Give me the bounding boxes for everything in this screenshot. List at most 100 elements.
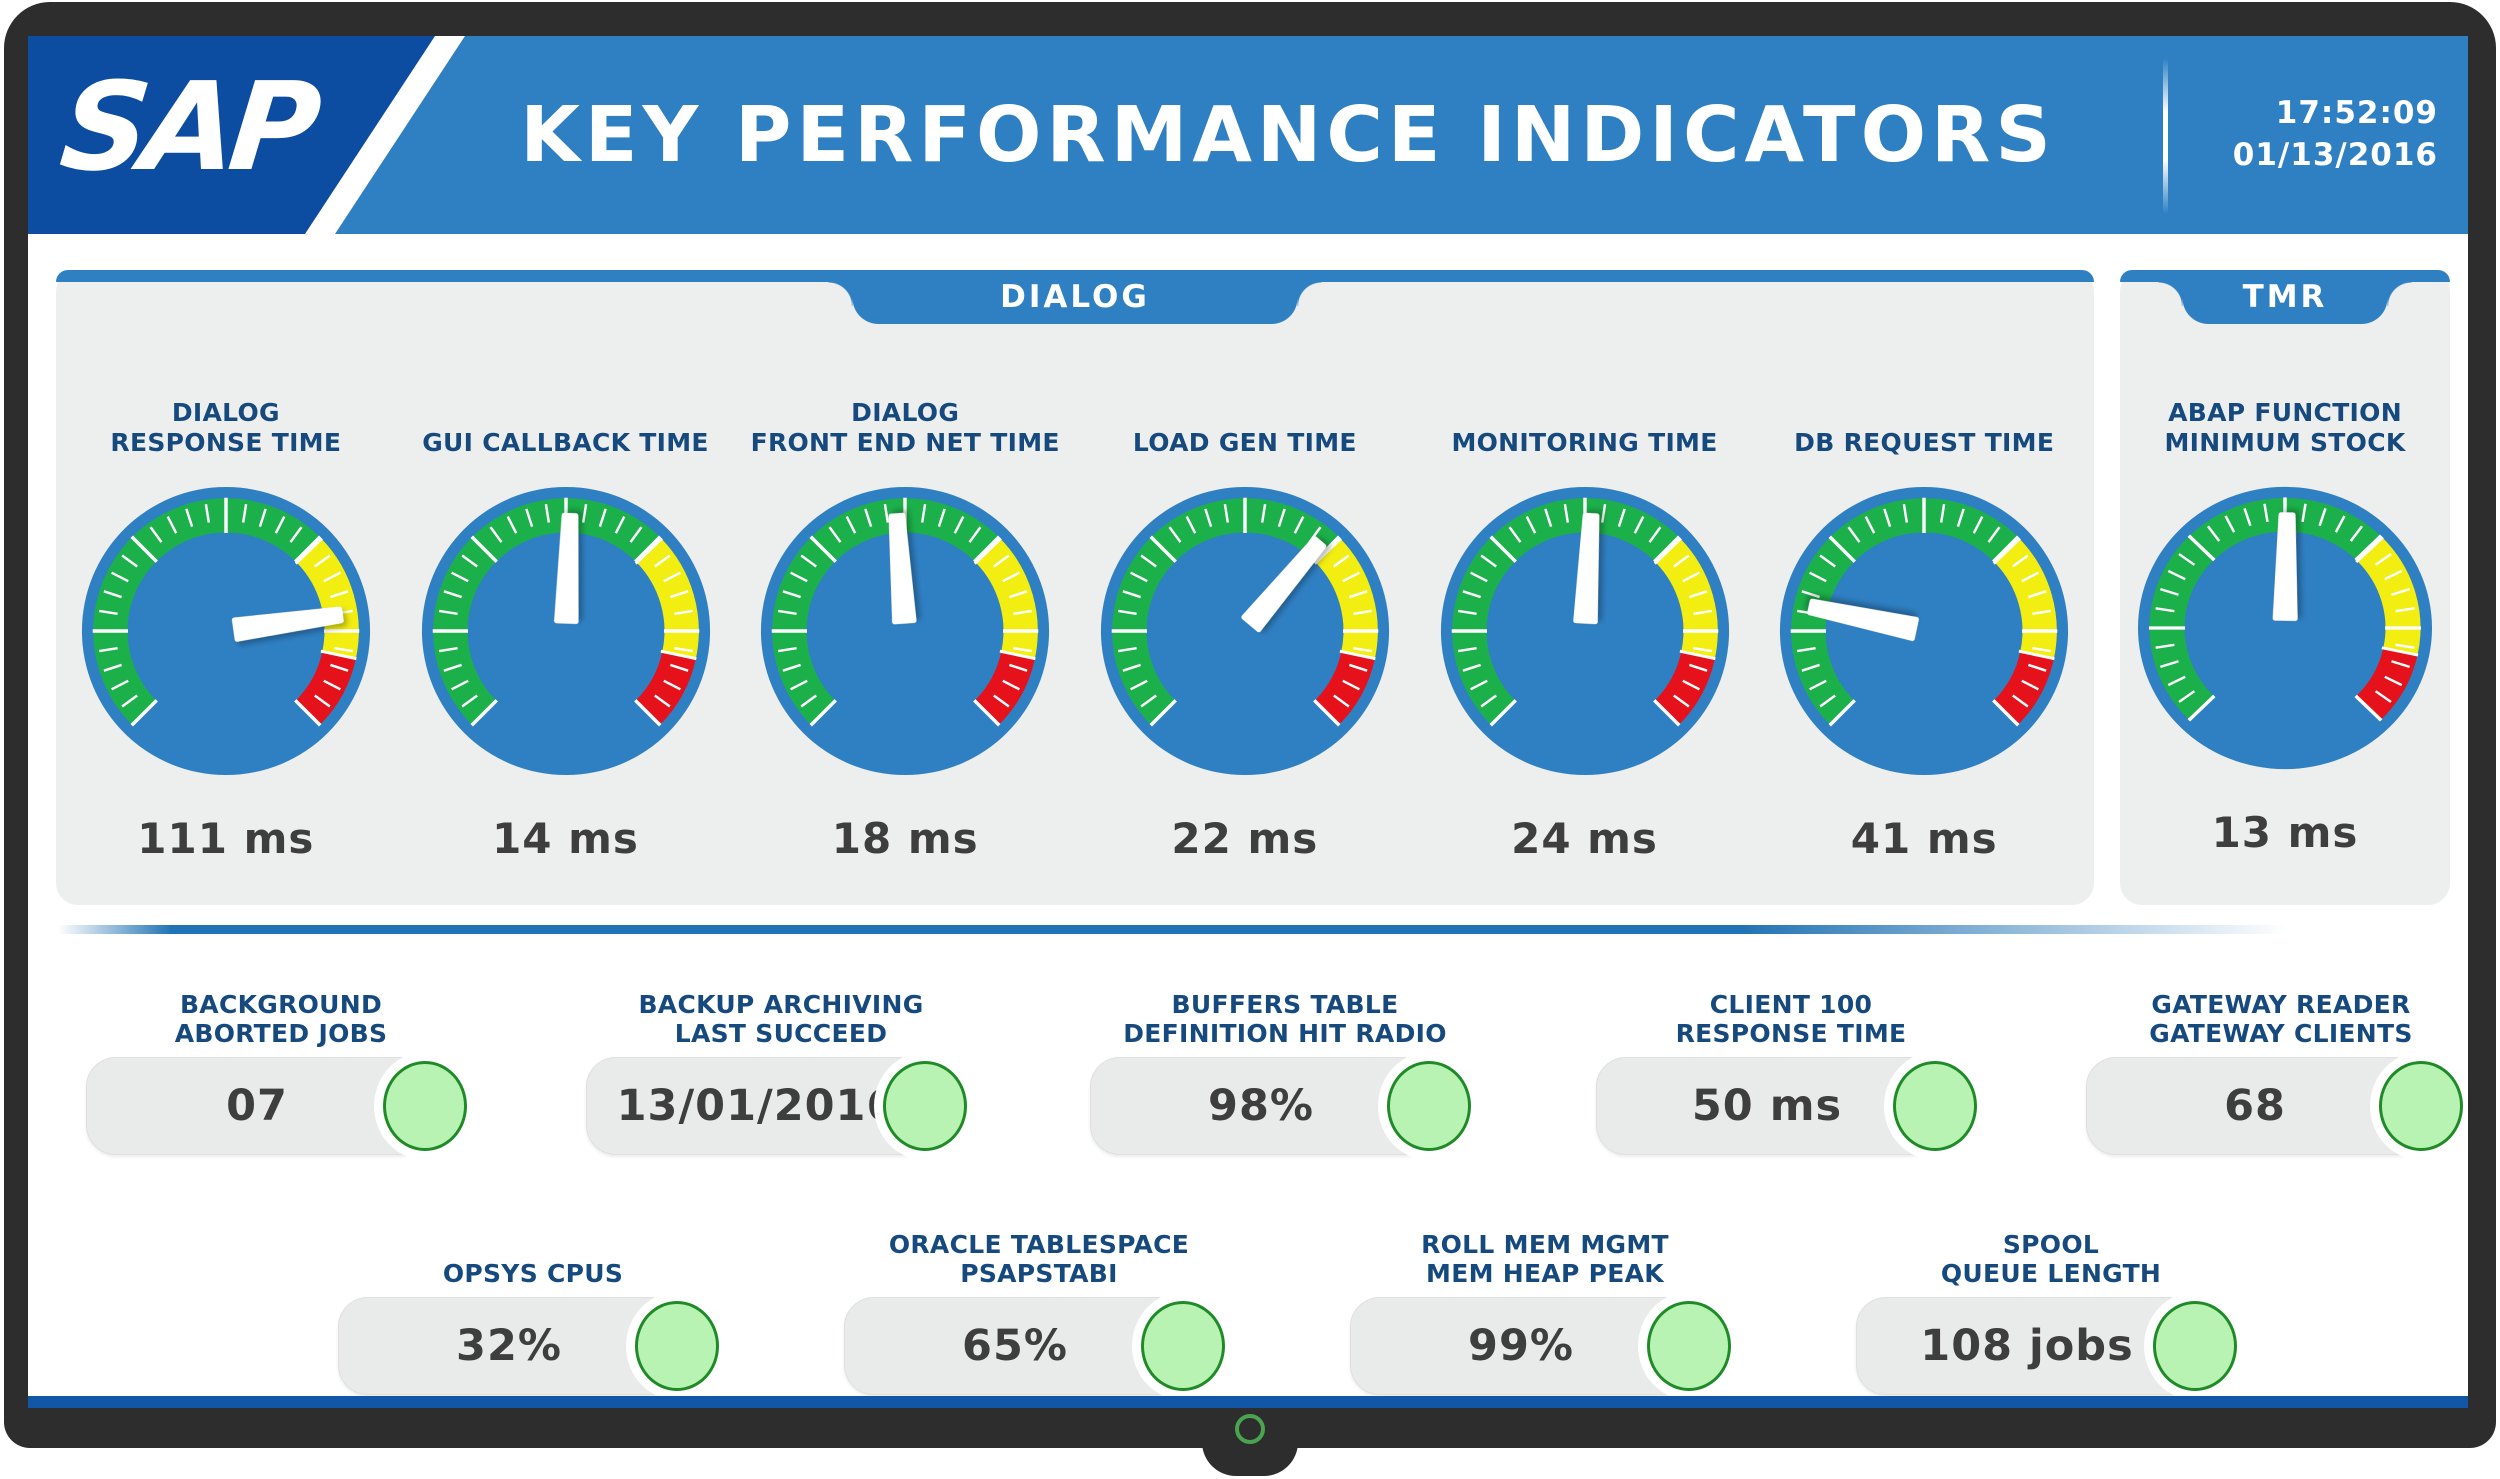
monitor-frame: SAP KEY PERFORMANCE INDICATORS 17:52:09 … — [4, 2, 2496, 1476]
section-divider — [58, 925, 2333, 934]
kpi-value: 13/01/2016 — [616, 1081, 898, 1131]
kpi-tile: GATEWAY READER GATEWAY CLIENTS 68 — [2086, 966, 2468, 1155]
gauge: DIALOG RESPONSE TIME 111 ms — [56, 378, 396, 863]
clock: 17:52:09 01/13/2016 — [2233, 92, 2438, 176]
webcam-icon — [1235, 1414, 1265, 1444]
kpi-pill: 65% — [844, 1297, 1225, 1395]
gauge-label: ABAP FUNCTION MINIMUM STOCK — [2164, 398, 2406, 457]
tmr-gauges-row: ABAP FUNCTION MINIMUM STOCK 13 ms — [2120, 378, 2450, 857]
gauge-value: 41 ms — [1850, 814, 1998, 863]
gauge-dial — [1780, 486, 2069, 776]
gauge-band-yellow — [2356, 537, 2421, 656]
gauge: ABAP FUNCTION MINIMUM STOCK 13 ms — [2120, 378, 2450, 857]
gauge-needle — [1241, 536, 1327, 633]
kpi-tile: ORACLE TABLESPACE PSAPSTABI 65% — [844, 1206, 1234, 1395]
status-indicator — [2153, 1301, 2237, 1391]
gauge-needle — [553, 512, 579, 624]
clock-date: 01/13/2016 — [2232, 137, 2438, 173]
kpi-tile-label: BUFFERS TABLE DEFINITION HIT RADIO — [1123, 990, 1447, 1048]
gauge-value: 18 ms — [831, 814, 979, 863]
tab-tmr-label: TMR — [2242, 279, 2328, 315]
kpi-value: 50 ms — [1691, 1081, 1843, 1131]
kpi-pill: 13/01/2016 — [586, 1057, 967, 1155]
kpi-tile: CLIENT 100 RESPONSE TIME 50 ms — [1596, 966, 1986, 1155]
gauge: DB REQUEST TIME 41 ms — [1754, 378, 2094, 863]
gauge-needle — [888, 512, 917, 625]
status-indicator — [1387, 1061, 1471, 1151]
status-indicator — [1893, 1061, 1977, 1151]
sap-logo: SAP — [54, 56, 321, 198]
status-indicator — [383, 1061, 467, 1151]
gauge-value: 13 ms — [2211, 808, 2359, 857]
gauge: GUI CALLBACK TIME 14 ms — [396, 378, 736, 863]
kpi-tile: SPOOL QUEUE LENGTH 108 jobs — [1856, 1206, 2246, 1395]
page-title: KEY PERFORMANCE INDICATORS — [520, 90, 2056, 180]
bezel-bump — [1202, 1442, 1298, 1476]
gauge-band-yellow — [296, 538, 359, 659]
gauge-dial — [761, 486, 1050, 776]
gauge-label: MONITORING TIME — [1451, 428, 1718, 457]
status-indicator — [883, 1061, 967, 1151]
gauge-dial — [2138, 486, 2432, 770]
kpi-pill: 32% — [338, 1297, 719, 1395]
kpi-pill: 108 jobs — [1856, 1297, 2237, 1395]
kpi-pill: 07 — [86, 1057, 467, 1155]
status-indicator — [635, 1301, 719, 1391]
status-indicator — [1141, 1301, 1225, 1391]
gauge: MONITORING TIME 24 ms — [1415, 378, 1755, 863]
tab-tmr[interactable]: TMR — [2158, 270, 2412, 324]
gauge-band-yellow — [1315, 538, 1378, 659]
gauge-dial — [81, 486, 370, 776]
gauge-value: 14 ms — [492, 814, 639, 863]
kpi-pill: 99% — [1350, 1297, 1731, 1395]
gauge-value: 24 ms — [1511, 814, 1658, 863]
kpi-value: 32% — [456, 1321, 562, 1371]
gauge-needle — [1572, 512, 1599, 625]
kpi-tile-label: GATEWAY READER GATEWAY CLIENTS — [2149, 990, 2413, 1048]
kpi-pill: 98% — [1090, 1057, 1471, 1155]
gauge-label: DIALOG FRONT END NET TIME — [750, 398, 1060, 457]
gauge-dial — [1440, 486, 1729, 776]
kpi-value: 65% — [962, 1321, 1068, 1371]
gauge-band-yellow — [1994, 538, 2057, 659]
kpi-value: 99% — [1468, 1321, 1574, 1371]
kpi-value: 98% — [1208, 1081, 1314, 1131]
gauge-label: GUI CALLBACK TIME — [422, 428, 709, 457]
tab-dialog-label: DIALOG — [1000, 279, 1150, 315]
status-indicator — [1647, 1301, 1731, 1391]
kpi-pill: 68 — [2086, 1057, 2463, 1155]
gauge-needle — [1807, 598, 1920, 641]
clock-separator — [2163, 58, 2168, 214]
kpi-tile: BUFFERS TABLE DEFINITION HIT RADIO 98% — [1090, 966, 1480, 1155]
gauge-band-yellow — [975, 538, 1038, 659]
kpi-value: 07 — [226, 1081, 288, 1131]
bottom-accent-bar — [28, 1396, 2468, 1408]
gauge: LOAD GEN TIME 22 ms — [1075, 378, 1415, 863]
kpi-tile: BACKGROUND ABORTED JOBS 07 — [86, 966, 476, 1155]
gauge-value: 22 ms — [1171, 814, 1319, 863]
gauge-label: DB REQUEST TIME — [1794, 428, 2055, 457]
kpi-tile-label: BACKGROUND ABORTED JOBS — [174, 990, 388, 1048]
tmr-panel: TMR ABAP FUNCTION MINIMUM STOCK 13 ms — [2120, 270, 2450, 905]
gauge-value: 111 ms — [137, 814, 315, 863]
kpi-value: 108 jobs — [1920, 1321, 2134, 1371]
kpi-tile-label: ROLL MEM MGMT MEM HEAP PEAK — [1421, 1230, 1669, 1288]
kpi-tile-label: SPOOL QUEUE LENGTH — [1940, 1230, 2162, 1288]
gauge-band-yellow — [635, 538, 699, 659]
header: SAP KEY PERFORMANCE INDICATORS 17:52:09 … — [28, 36, 2468, 234]
kpi-tile-label: ORACLE TABLESPACE PSAPSTABI — [888, 1230, 1190, 1288]
kpi-tile-label: CLIENT 100 RESPONSE TIME — [1675, 990, 1907, 1048]
gauge-band-red — [1653, 650, 1715, 725]
gauge-band-red — [634, 650, 696, 725]
gauge-dial — [1100, 486, 1389, 776]
gauge-band-red — [2355, 647, 2418, 720]
tab-dialog[interactable]: DIALOG — [828, 270, 1322, 324]
status-indicator — [2379, 1061, 2463, 1151]
dashboard-screen: SAP KEY PERFORMANCE INDICATORS 17:52:09 … — [28, 36, 2468, 1408]
kpi-tile-label: OPSYS CPUS — [442, 1259, 624, 1288]
gauge-band-red — [1314, 650, 1375, 725]
gauge-band-red — [974, 650, 1036, 725]
gauge-band-red — [1993, 650, 2055, 725]
gauge-needle — [2272, 512, 2298, 621]
kpi-tile: OPSYS CPUS 32% — [338, 1206, 728, 1395]
